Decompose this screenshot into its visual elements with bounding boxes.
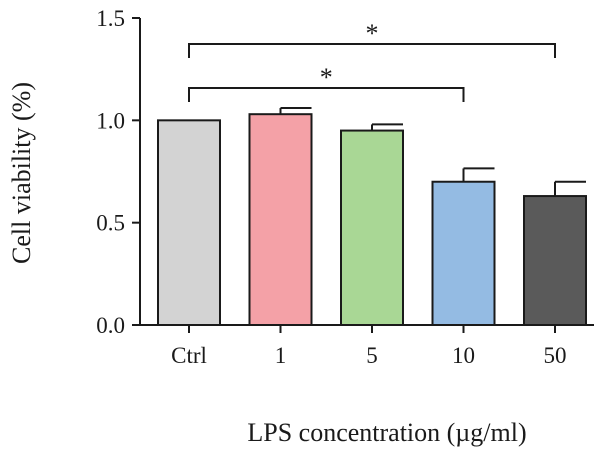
y-tick-label: 0.5 xyxy=(96,211,125,236)
y-tick-label: 1.0 xyxy=(96,108,125,133)
y-tick-label: 0.0 xyxy=(96,313,125,338)
error-bar xyxy=(462,167,495,182)
bar xyxy=(340,129,404,326)
bar xyxy=(523,195,587,326)
significance-star: * xyxy=(320,63,333,92)
x-tick-label: 5 xyxy=(366,343,378,368)
x-tick-label: 1 xyxy=(275,343,287,368)
error-bar xyxy=(279,107,312,115)
x-tick-label: 50 xyxy=(544,343,567,368)
bracket-line xyxy=(188,43,556,58)
bar xyxy=(248,113,313,327)
bars xyxy=(157,113,587,327)
error-bars xyxy=(279,107,586,197)
y-axis-label: Cell viability (%) xyxy=(7,82,36,264)
tick-labels: 0.0 0.5 1.0 1.5 Ctrl 1 5 10 50 xyxy=(96,6,566,368)
error-bar xyxy=(554,180,586,197)
significance-bracket: * xyxy=(188,19,556,58)
significance-star: * xyxy=(366,19,379,48)
bar xyxy=(157,119,221,327)
x-tick-label: Ctrl xyxy=(171,343,207,368)
error-bar xyxy=(371,123,403,131)
significance-brackets: ** xyxy=(188,19,556,102)
x-tick-label: 10 xyxy=(452,343,475,368)
significance-bracket: * xyxy=(188,63,465,102)
bracket-line xyxy=(188,87,465,102)
bar xyxy=(431,180,496,326)
x-axis-label: LPS concentration (µg/ml) xyxy=(247,418,526,447)
y-tick-label: 1.5 xyxy=(96,6,125,31)
